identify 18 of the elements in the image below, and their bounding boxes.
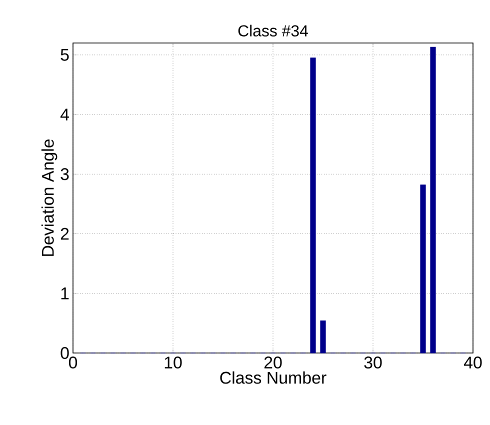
chart-title: Class #34 xyxy=(238,24,308,36)
x-tick-label: 30 xyxy=(364,356,382,369)
y-tick-label: 2 xyxy=(60,228,69,240)
y-axis-title: Deviation Angle xyxy=(41,139,58,256)
x-tick-label: 40 xyxy=(464,356,482,369)
x-tick-label: 0 xyxy=(68,356,78,369)
y-tick-label: 0 xyxy=(60,347,69,359)
x-tick-label: 10 xyxy=(164,356,182,369)
bar xyxy=(430,46,436,354)
x-axis-title: Class Number xyxy=(220,371,326,384)
bar xyxy=(420,184,426,354)
bar xyxy=(320,320,326,354)
bar xyxy=(310,58,316,354)
y-tick-label: 5 xyxy=(60,49,69,61)
y-tick-label: 4 xyxy=(60,108,69,120)
y-tick-label: 1 xyxy=(61,288,69,300)
x-tick-label: 20 xyxy=(264,356,282,369)
y-tick-label: 3 xyxy=(60,168,69,180)
